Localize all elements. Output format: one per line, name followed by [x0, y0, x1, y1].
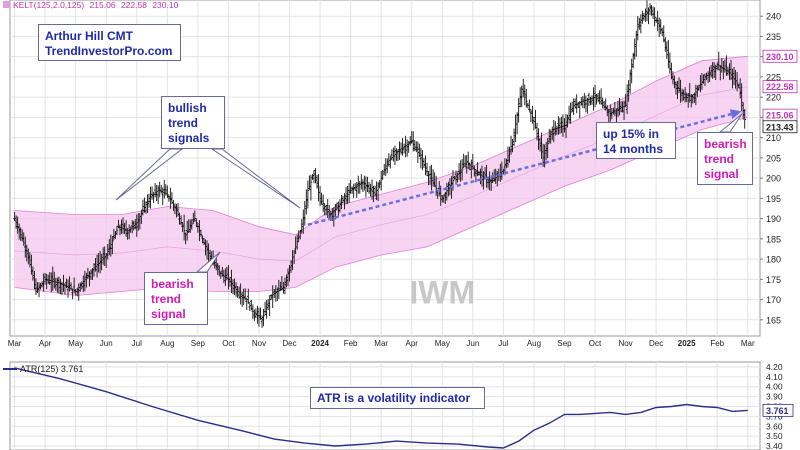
atr-y-tick-label: 3.90	[766, 392, 783, 402]
price-flag-value: 222.58	[766, 82, 794, 92]
atr-series-line	[14, 367, 748, 449]
price-y-tick-label: 170	[766, 295, 781, 305]
x-tick-label: Feb	[710, 339, 724, 348]
atr-y-tick-label: 4.10	[766, 372, 783, 382]
x-tick-label: Sep	[557, 339, 572, 348]
x-tick-label: Mar	[8, 339, 22, 348]
overlay-legend-swatch	[3, 1, 10, 8]
price-y-tick-label: 195	[766, 194, 781, 204]
price-flag-box	[762, 80, 798, 94]
keltner-band-fill	[14, 56, 748, 296]
price-y-tick-label: 180	[766, 255, 781, 265]
x-tick-label: Jul	[132, 339, 142, 348]
x-tick-label: Oct	[222, 339, 235, 348]
overlay-value-middle: 222.58	[121, 0, 147, 10]
callout-pointers	[115, 113, 743, 273]
price-flag-value: 213.43	[766, 122, 794, 132]
atr-flag-value: 3.761	[766, 406, 789, 416]
x-tick-label: Feb	[344, 339, 358, 348]
price-y-tick-label: 165	[766, 315, 781, 325]
atr-flag-box	[762, 403, 794, 417]
x-tick-label: Dec	[282, 339, 296, 348]
overlay-value-lower: 215.06	[90, 0, 116, 10]
bearish-right-callout: bearish trend signal	[697, 132, 753, 185]
atr-note-callout: ATR is a volatility indicator	[310, 387, 485, 409]
bullish-pointer-right	[210, 148, 301, 209]
price-y-tick-label: 190	[766, 214, 781, 224]
price-flag-box	[762, 49, 798, 63]
atr-y-tick-label: 3.50	[766, 431, 783, 441]
price-y-tick-label: 175	[766, 275, 781, 285]
x-tick-label: Sep	[191, 339, 206, 348]
x-tick-label: 2024	[311, 339, 329, 348]
atr-y-tick-label: 3.60	[766, 421, 783, 431]
price-y-tick-label: 205	[766, 153, 781, 163]
atr-y-axis: 4.204.104.003.903.803.703.603.503.403.76…	[762, 362, 794, 450]
x-tick-label: Dec	[649, 339, 663, 348]
bullish-pointer-left	[115, 148, 184, 201]
x-tick-label: Jun	[100, 339, 113, 348]
x-tick-label: Jun	[466, 339, 479, 348]
atr-y-tick-label: 4.20	[766, 362, 783, 372]
price-flag-box	[762, 120, 798, 134]
atr-legend-swatch	[3, 368, 17, 370]
price-y-tick-label: 185	[766, 234, 781, 244]
date-x-axis: Mar Apr May Jun Jul Aug Sep Oct Nov Dec 2024 Feb Mar…	[8, 339, 755, 348]
price-y-tick-label: 210	[766, 133, 781, 143]
gain-callout: up 15% in 14 months	[596, 122, 676, 159]
x-tick-label: May	[435, 339, 450, 348]
bullish-callout: bullish trend signals	[161, 96, 225, 149]
price-y-tick-label: 220	[766, 93, 781, 103]
x-tick-label: Mar	[374, 339, 388, 348]
x-tick-label: Aug	[527, 339, 541, 348]
atr-label: ATR(125) 3.761	[20, 364, 83, 374]
price-y-tick-label: 225	[766, 72, 781, 82]
atr-y-tick-label: 3.40	[766, 441, 783, 450]
atr-y-tick-label: 4.00	[766, 382, 783, 392]
atr-legend: ATR(125) 3.761	[3, 364, 83, 374]
x-tick-label: Nov	[252, 339, 266, 348]
trend-arrow-head	[729, 109, 742, 119]
overlay-legend: KELT(125,2.0,125) 215.06 222.58 230.10	[3, 0, 179, 10]
x-tick-label: 2025	[678, 339, 696, 348]
author-callout: Arthur Hill CMT TrendInvestorPro.com	[38, 24, 181, 61]
price-flag-value: 215.06	[766, 111, 794, 121]
x-tick-label: Oct	[589, 339, 602, 348]
x-tick-label: Aug	[160, 339, 174, 348]
atr-line	[14, 367, 748, 449]
x-tick-label: Mar	[741, 339, 755, 348]
x-tick-label: Apr	[39, 339, 52, 348]
x-tick-label: Apr	[406, 339, 419, 348]
price-bars	[13, 0, 747, 328]
overlay-label: KELT(125,2.0,125)	[13, 0, 84, 10]
overlay-value-upper: 230.10	[152, 0, 178, 10]
price-y-tick-label: 200	[766, 174, 781, 184]
x-tick-label: Nov	[618, 339, 632, 348]
symbol-watermark: IWM	[409, 275, 475, 311]
bearish-left-callout: bearish trend signal	[144, 272, 208, 325]
price-y-tick-label: 240	[766, 12, 781, 22]
price-flag-value: 230.10	[766, 52, 794, 62]
svg-text:KELT(125,2.0,125) 215.: KELT(125,2.0,125) 215.06 222.58 230.10	[13, 0, 179, 10]
atr-gridlines	[10, 362, 760, 450]
x-tick-label: May	[68, 339, 83, 348]
x-tick-label: Jul	[498, 339, 508, 348]
price-y-tick-label: 235	[766, 32, 781, 42]
